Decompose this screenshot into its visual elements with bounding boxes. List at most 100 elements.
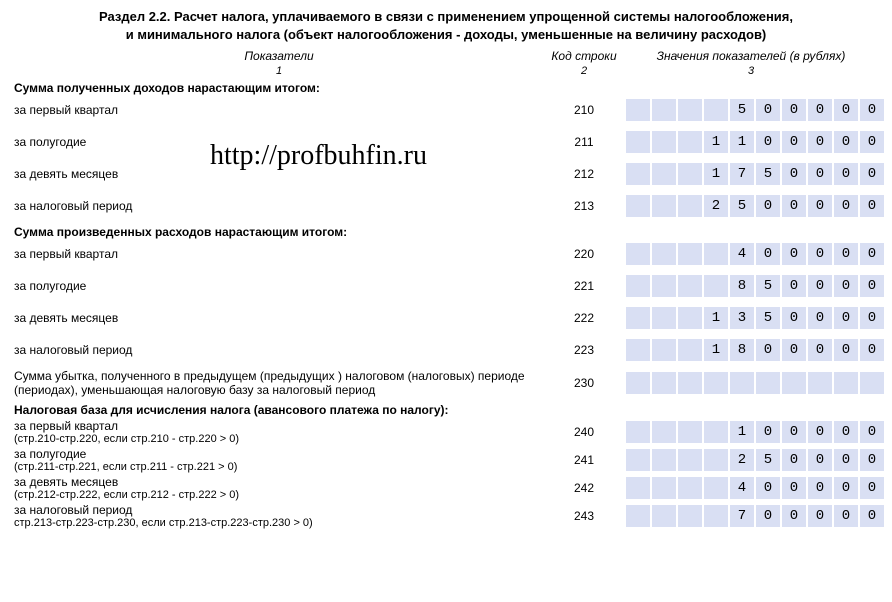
row-label: за полугодие [14,279,544,293]
value-cell: 0 [834,477,858,499]
value-cell [704,243,728,265]
row-code: 220 [544,247,624,261]
row-code: 223 [544,343,624,357]
header-col3-sub: 3 [748,65,754,77]
value-cell: 0 [808,339,832,361]
value-cell: 0 [860,195,884,217]
value-cell: 0 [860,449,884,471]
value-cell: 0 [782,307,806,329]
value-cell [678,243,702,265]
value-cells: 100000 [624,421,884,443]
form-row: за налоговый периодстр.213-стр.223-стр.2… [14,503,878,529]
row-label: Сумма убытка, полученного в предыдущем (… [14,369,544,397]
value-cell: 5 [730,195,754,217]
value-cells: 850000 [624,275,884,297]
value-cell: 0 [834,131,858,153]
row-code: 230 [544,376,624,390]
value-cell [704,372,728,394]
value-cell: 0 [756,99,780,121]
value-cell: 0 [782,421,806,443]
value-cell: 0 [834,505,858,527]
column-headers: Показатели 1 Код строки 2 Значения показ… [14,49,878,77]
section-heading: Сумма полученных доходов нарастающим ито… [14,81,878,95]
value-cell: 0 [860,339,884,361]
value-cell [652,99,676,121]
row-value: 100000 [624,421,884,443]
value-cells [624,372,884,394]
form-row: за первый квартал220400000 [14,241,878,267]
form-row: за девять месяцев2221350000 [14,305,878,331]
value-cell [652,421,676,443]
row-label-main: за налоговый период [14,343,536,357]
value-cell: 0 [860,99,884,121]
value-cell: 0 [860,505,884,527]
row-label: за первый квартал [14,247,544,261]
form-row: за девять месяцев(стр.212-стр.222, если … [14,475,878,501]
value-cell [704,477,728,499]
value-cell [678,163,702,185]
value-cell: 0 [782,243,806,265]
row-code: 213 [544,199,624,213]
value-cell: 1 [704,131,728,153]
form-row: за полугодие2111100000 [14,129,878,155]
value-cell [704,449,728,471]
value-cell: 5 [756,275,780,297]
value-cell: 0 [860,131,884,153]
value-cells: 700000 [624,505,884,527]
value-cell [678,195,702,217]
value-cell [704,275,728,297]
value-cell: 0 [808,99,832,121]
value-cells: 1100000 [624,131,884,153]
value-cell: 4 [730,477,754,499]
row-label: за полугодие [14,135,544,149]
value-cell [652,307,676,329]
value-cell: 0 [756,505,780,527]
value-cell: 0 [834,275,858,297]
row-value: 1750000 [624,163,884,185]
value-cell: 0 [808,195,832,217]
row-value: 2500000 [624,195,884,217]
value-cell: 0 [808,131,832,153]
value-cell [626,99,650,121]
row-value: 400000 [624,477,884,499]
section-title: Раздел 2.2. Расчет налога, уплачиваемого… [14,8,878,43]
row-label-main: за налоговый период [14,199,536,213]
row-code: 240 [544,425,624,439]
row-label-main: за полугодие [14,447,536,461]
value-cell [626,449,650,471]
value-cell [678,449,702,471]
row-label-main: за полугодие [14,279,536,293]
value-cell: 5 [756,307,780,329]
value-cell: 0 [756,131,780,153]
value-cell: 0 [860,275,884,297]
value-cell [730,372,754,394]
value-cell [756,372,780,394]
value-cell: 5 [756,449,780,471]
row-code: 212 [544,167,624,181]
value-cell [704,99,728,121]
value-cell: 7 [730,163,754,185]
row-label-main: за налоговый период [14,503,536,517]
row-code: 241 [544,453,624,467]
value-cell: 0 [782,195,806,217]
value-cell [652,243,676,265]
form-row: за девять месяцев2121750000 [14,161,878,187]
value-cell [652,505,676,527]
value-cell: 0 [756,421,780,443]
value-cell: 3 [730,307,754,329]
value-cell [782,372,806,394]
section-heading: Сумма произведенных расходов нарастающим… [14,225,878,239]
row-code: 242 [544,481,624,495]
value-cell: 0 [834,195,858,217]
value-cells: 250000 [624,449,884,471]
value-cell [652,449,676,471]
row-label: за полугодие(стр.211-стр.221, если стр.2… [14,447,544,473]
row-label: за первый квартал(стр.210-стр.220, если … [14,419,544,445]
value-cell: 0 [808,449,832,471]
value-cell [652,195,676,217]
value-cells: 1800000 [624,339,884,361]
value-cell [808,372,832,394]
value-cell: 0 [834,307,858,329]
value-cell [652,131,676,153]
value-cell [678,307,702,329]
